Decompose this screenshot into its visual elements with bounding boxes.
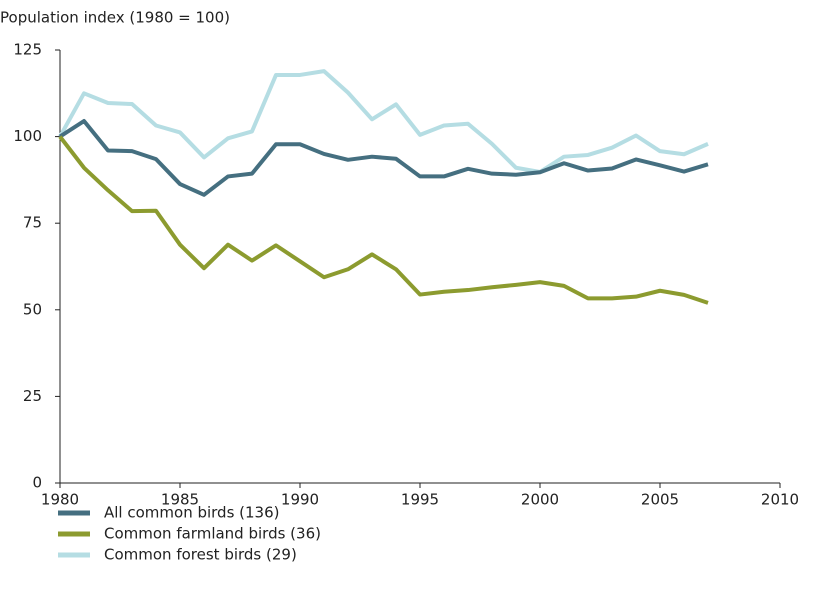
- y-axis-label: Population index (1980 = 100): [0, 9, 230, 27]
- x-tick-label: 1995: [401, 491, 439, 509]
- series-line: [58, 119, 709, 197]
- y-tick-label: 125: [13, 41, 42, 59]
- y-tick-label: 75: [23, 214, 42, 232]
- x-tick-label: 2000: [521, 491, 559, 509]
- y-tick-label: 0: [32, 474, 42, 492]
- series-line: [58, 135, 709, 305]
- y-tick-label: 25: [23, 387, 42, 405]
- y-tick-label: 100: [13, 127, 42, 145]
- legend-label: Common farmland birds (36): [104, 525, 321, 543]
- series-line: [58, 69, 709, 174]
- x-tick-label: 1980: [41, 491, 79, 509]
- legend-label: Common forest birds (29): [104, 546, 297, 564]
- y-tick-label: 50: [23, 300, 42, 318]
- x-tick-label: 1985: [161, 491, 199, 509]
- x-tick-label: 2010: [761, 491, 799, 509]
- x-tick-label: 2005: [641, 491, 679, 509]
- legend-label: All common birds (136): [104, 504, 280, 522]
- x-tick-label: 1990: [281, 491, 319, 509]
